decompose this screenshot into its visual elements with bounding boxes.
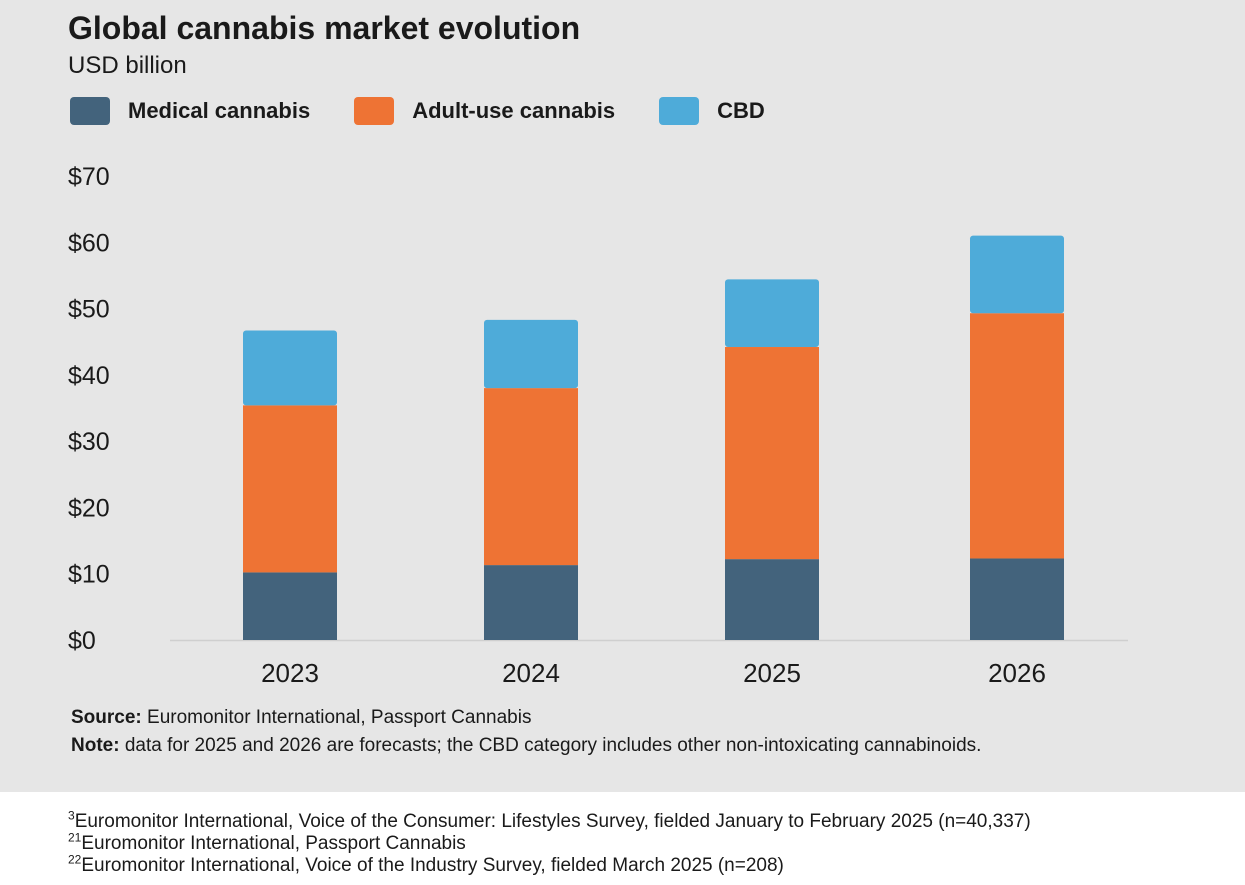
source-label: Source: [71,707,142,728]
legend-item-adult-use: Adult-use cannabis [354,97,615,125]
bar-segment-medical-cannabis-2025 [725,559,819,640]
x-tick-label: 2026 [988,658,1046,688]
legend-label-adult-use: Adult-use cannabis [412,98,616,123]
legend-swatch-adult-use [354,97,395,125]
footnote-text: Euromonitor International, Voice of the … [81,855,784,876]
footnote: 21Euromonitor International, Passport Ca… [68,830,1031,855]
source-text: Euromonitor International, Passport Cann… [141,707,532,728]
legend-label-medical: Medical cannabis [128,98,311,123]
footnote-number: 21 [68,830,82,845]
chart-subtitle: USD billion [68,52,187,79]
footnote-number: 22 [68,852,82,867]
bar-segment-cbd-2023 [243,330,337,406]
legend-swatch-medical [70,97,110,125]
y-tick-label: $70 [68,163,110,191]
y-tick-label: $30 [68,428,110,456]
y-tick-label: $20 [68,494,110,522]
note-label: Note: [71,735,120,756]
bar-segment-cbd-2024 [484,319,578,389]
y-tick-label: $60 [68,229,110,257]
footnotes: 3Euromonitor International, Voice of the… [68,808,1031,877]
chart-panel: Global cannabis market evolution USD bil… [0,0,1245,792]
bar-segment-adult-use-cannabis-2024 [484,388,578,566]
y-tick-label: $40 [68,362,110,390]
legend-swatch-cbd [659,97,700,125]
footnote: 3Euromonitor International, Voice of the… [68,808,1031,833]
stacked-bar-chart: $0 $10 $20 $30 $40 $50 $60 $70 2023 2024 2025 2026 [68,163,1128,688]
bar-segment-adult-use-cannabis-2025 [725,347,819,560]
footnote-text: Euromonitor International, Voice of the … [74,811,1031,832]
bar-segment-cbd-2025 [725,279,819,348]
x-tick-label: 2024 [502,658,560,688]
note-line: Note: data for 2025 and 2026 are forecas… [71,735,981,757]
bar-segment-medical-cannabis-2026 [970,558,1064,640]
footnote-number: 3 [68,808,75,823]
bar-segment-adult-use-cannabis-2023 [243,405,337,573]
y-tick-label: $10 [68,561,110,589]
legend: Medical cannabis Adult-use cannabis CBD [70,96,809,126]
bar-segment-medical-cannabis-2024 [484,565,578,640]
source-line: Source: Euromonitor International, Passp… [71,707,531,729]
bar-segment-medical-cannabis-2023 [243,572,337,640]
x-tick-label: 2025 [743,658,801,688]
bar-segment-adult-use-cannabis-2026 [970,313,1064,559]
x-tick-label: 2023 [261,658,319,688]
note-text: data for 2025 and 2026 are forecasts; th… [119,735,982,756]
footnote-text: Euromonitor International, Passport Cann… [81,833,466,854]
legend-item-cbd: CBD [659,97,765,125]
legend-label-cbd: CBD [717,98,765,123]
bar-segment-cbd-2026 [970,235,1064,314]
footnote: 22Euromonitor International, Voice of th… [68,852,1031,877]
y-tick-label: $50 [68,296,110,324]
legend-item-medical: Medical cannabis [70,97,310,125]
y-tick-label: $0 [68,627,96,655]
chart-title: Global cannabis market evolution [68,10,581,46]
